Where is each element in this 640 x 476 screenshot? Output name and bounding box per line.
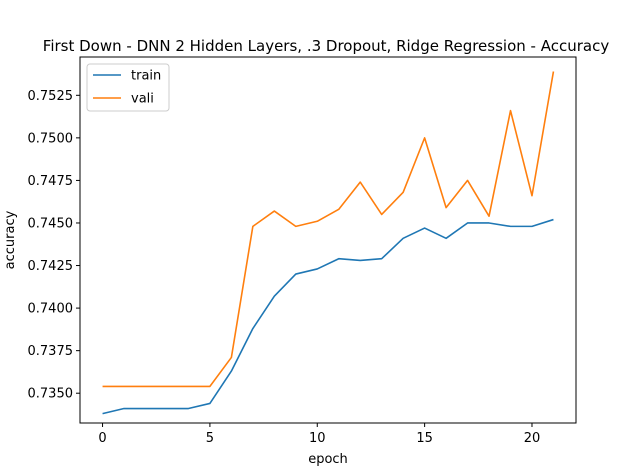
data-point-vali — [123, 385, 125, 387]
data-point-vali — [230, 356, 232, 358]
x-tick-label: 5 — [206, 431, 214, 446]
data-point-vali — [101, 385, 103, 387]
x-axis: 0 5 10 15 20 — [98, 423, 540, 446]
data-point-vali — [488, 215, 490, 217]
data-point-vali — [423, 137, 425, 139]
data-point-train — [445, 237, 447, 239]
y-tick-label: 0.7525 — [28, 89, 74, 104]
x-tick-label: 10 — [309, 431, 326, 446]
data-point-train — [144, 407, 146, 409]
data-point-train — [466, 222, 468, 224]
data-point-train — [123, 407, 125, 409]
y-axis-label: accuracy — [3, 210, 18, 269]
data-point-vali — [166, 385, 168, 387]
data-point-train — [166, 407, 168, 409]
series-line-train — [102, 218, 554, 415]
data-point-train — [101, 412, 103, 414]
data-point-vali — [295, 225, 297, 227]
data-point-vali — [445, 206, 447, 208]
x-tick-label: 20 — [524, 431, 541, 446]
y-tick-label: 0.7500 — [28, 131, 74, 146]
data-point-vali — [531, 195, 533, 197]
data-point-train — [380, 258, 382, 260]
y-tick-label: 0.7475 — [28, 174, 74, 189]
data-point-train — [252, 327, 254, 329]
data-point-vali — [316, 220, 318, 222]
plot-frame — [79, 56, 577, 424]
data-point-vali — [338, 208, 340, 210]
data-point-vali — [509, 109, 511, 111]
data-point-vali — [380, 213, 382, 215]
data-point-vali — [359, 181, 361, 183]
data-point-train — [531, 225, 533, 227]
data-point-train — [359, 259, 361, 261]
data-point-train — [273, 295, 275, 297]
series-line-vali — [102, 71, 555, 388]
data-point-vali — [273, 210, 275, 212]
data-point-train — [488, 222, 490, 224]
data-point-vali — [466, 179, 468, 181]
chart-title: First Down - DNN 2 Hidden Layers, .3 Dro… — [43, 37, 610, 55]
x-axis-label: epoch — [308, 452, 348, 467]
data-point-train — [338, 258, 340, 260]
x-tick-label: 0 — [98, 431, 106, 446]
data-point-train — [509, 225, 511, 227]
y-tick-label: 0.7350 — [28, 387, 74, 402]
data-point-train — [316, 268, 318, 270]
y-tick-label: 0.7450 — [28, 216, 74, 231]
data-point-vali — [209, 385, 211, 387]
data-point-train — [230, 370, 232, 372]
y-tick-label: 0.7375 — [28, 344, 74, 359]
data-point-train — [295, 273, 297, 275]
legend-label-vali: vali — [131, 92, 154, 107]
data-point-train — [209, 402, 211, 404]
data-point-vali — [252, 225, 254, 227]
data-point-train — [552, 218, 554, 220]
data-point-train — [187, 407, 189, 409]
legend-label-train: train — [131, 69, 161, 84]
x-tick-label: 15 — [416, 431, 433, 446]
data-point-vali — [552, 70, 554, 72]
data-point-vali — [144, 385, 146, 387]
y-axis: 0.7350 0.7375 0.7400 0.7425 0.7450 0.7475 0.75… — [28, 89, 80, 402]
legend: train vali — [86, 63, 170, 112]
data-point-train — [402, 237, 404, 239]
plot-series — [101, 70, 555, 415]
data-point-vali — [187, 385, 189, 387]
y-tick-label: 0.7400 — [28, 302, 74, 317]
y-tick-label: 0.7425 — [28, 259, 74, 274]
data-point-vali — [402, 191, 404, 193]
data-point-train — [423, 227, 425, 229]
